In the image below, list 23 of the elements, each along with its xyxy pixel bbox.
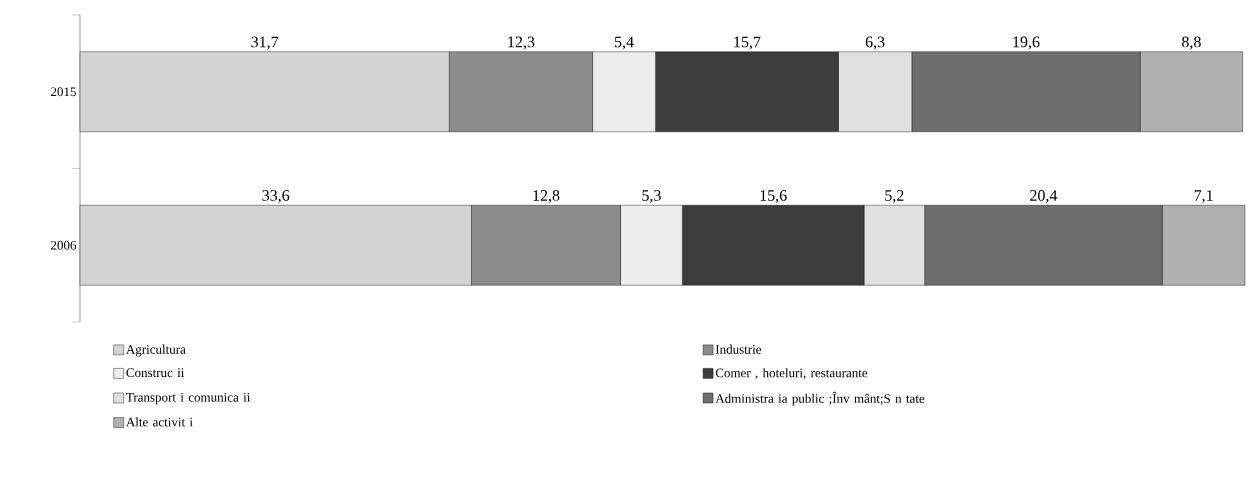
data-label: 12,8 (533, 190, 560, 204)
y-tick-label: 2006 (51, 240, 77, 250)
data-label: 15,7 (734, 36, 761, 50)
legend-label: Industrie (715, 344, 762, 354)
legend-label: Alte activit i (126, 417, 193, 427)
legend-label: Construc ii (126, 368, 185, 378)
y-tick-label: 2015 (51, 87, 76, 97)
data-label: 6,3 (865, 36, 885, 50)
data-label: 5,4 (614, 36, 634, 50)
legend-label: Administra ia public ;Înv mânt;S n tate (715, 391, 925, 406)
data-label: 8,8 (1182, 36, 1201, 50)
legend-label: Comer , hoteluri, restaurante (715, 368, 868, 380)
data-label: 19,6 (1013, 36, 1040, 50)
data-label: 15,6 (760, 190, 787, 204)
legend-label: Transport i comunica ii (126, 392, 251, 405)
data-label: 20,4 (1030, 190, 1058, 204)
data-label: 31,7 (251, 36, 279, 50)
legend-label: Agricultura (126, 344, 186, 357)
data-label: 5,3 (642, 190, 661, 204)
data-label: 7,1 (1194, 190, 1213, 204)
data-label: 5,2 (885, 190, 904, 204)
data-label: 33,6 (262, 190, 290, 204)
data-label: 12,3 (508, 36, 535, 50)
